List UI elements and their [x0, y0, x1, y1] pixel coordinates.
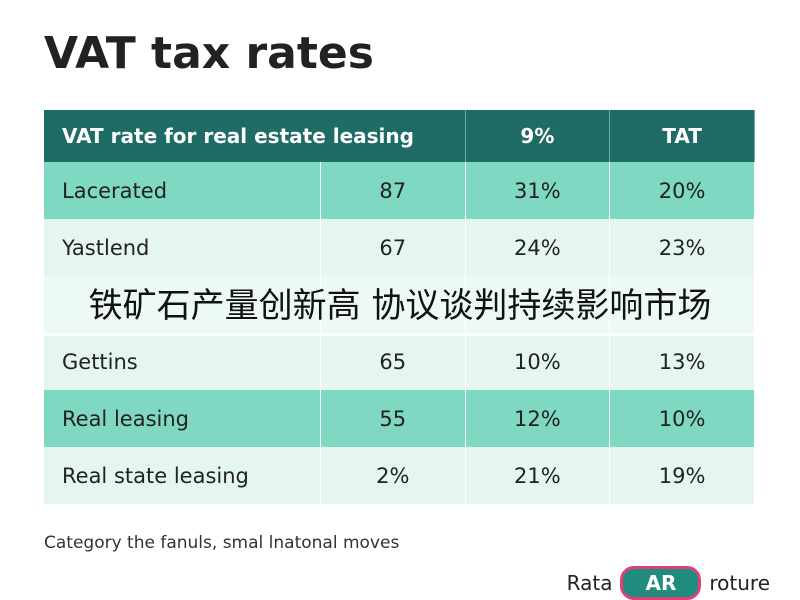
table-cell: 20% [609, 162, 755, 219]
table-cell: 65 [320, 333, 466, 390]
table-cell: 23% [609, 219, 755, 276]
header-cell: VAT rate for real estate leasing [44, 110, 466, 162]
table-cell: 31% [465, 162, 611, 219]
table-cell: 13% [609, 333, 755, 390]
table-cell: Real leasing [44, 390, 321, 447]
table-cell: 2% [320, 447, 466, 504]
table-row: Lacerated 87 31% 20% [44, 162, 755, 219]
table-cell: 10% [465, 333, 611, 390]
table-cell: 21% [465, 447, 611, 504]
header-cell: TAT [609, 110, 755, 162]
table-row: Gettins 65 10% 13% [44, 333, 755, 390]
table-cell: 24% [465, 219, 611, 276]
table-cell: 67 [320, 219, 466, 276]
footnote: Category the fanuls, smal lnatonal moves [44, 533, 400, 553]
table-cell: Real state leasing [44, 447, 321, 504]
table-cell: Yastlend [44, 219, 321, 276]
table-row: Real leasing 55 12% 10% [44, 390, 755, 447]
table-cell: 87 [320, 162, 466, 219]
table-cell: 19% [609, 447, 755, 504]
table-cell: 12% [465, 390, 611, 447]
table-row: Yastlend 67 24% 23% [44, 219, 755, 276]
legend-badge: AR [620, 566, 702, 600]
table-cell: Gettins [44, 333, 321, 390]
legend-label: roture [709, 571, 770, 595]
table-cell: 10% [609, 390, 755, 447]
legend-label: Rata [566, 571, 613, 595]
overlay-caption: 铁矿石产量创新高 协议谈判持续影响市场 [0, 276, 800, 336]
table-cell: Lacerated [44, 162, 321, 219]
table-cell: 55 [320, 390, 466, 447]
legend: Rata AR roture [567, 566, 770, 600]
title: VAT tax rates [44, 28, 374, 79]
header-cell: 9% [465, 110, 611, 162]
header-row: VAT rate for real estate leasing 9% TAT [44, 110, 755, 162]
table-row: Real state leasing 2% 21% 19% [44, 447, 755, 504]
